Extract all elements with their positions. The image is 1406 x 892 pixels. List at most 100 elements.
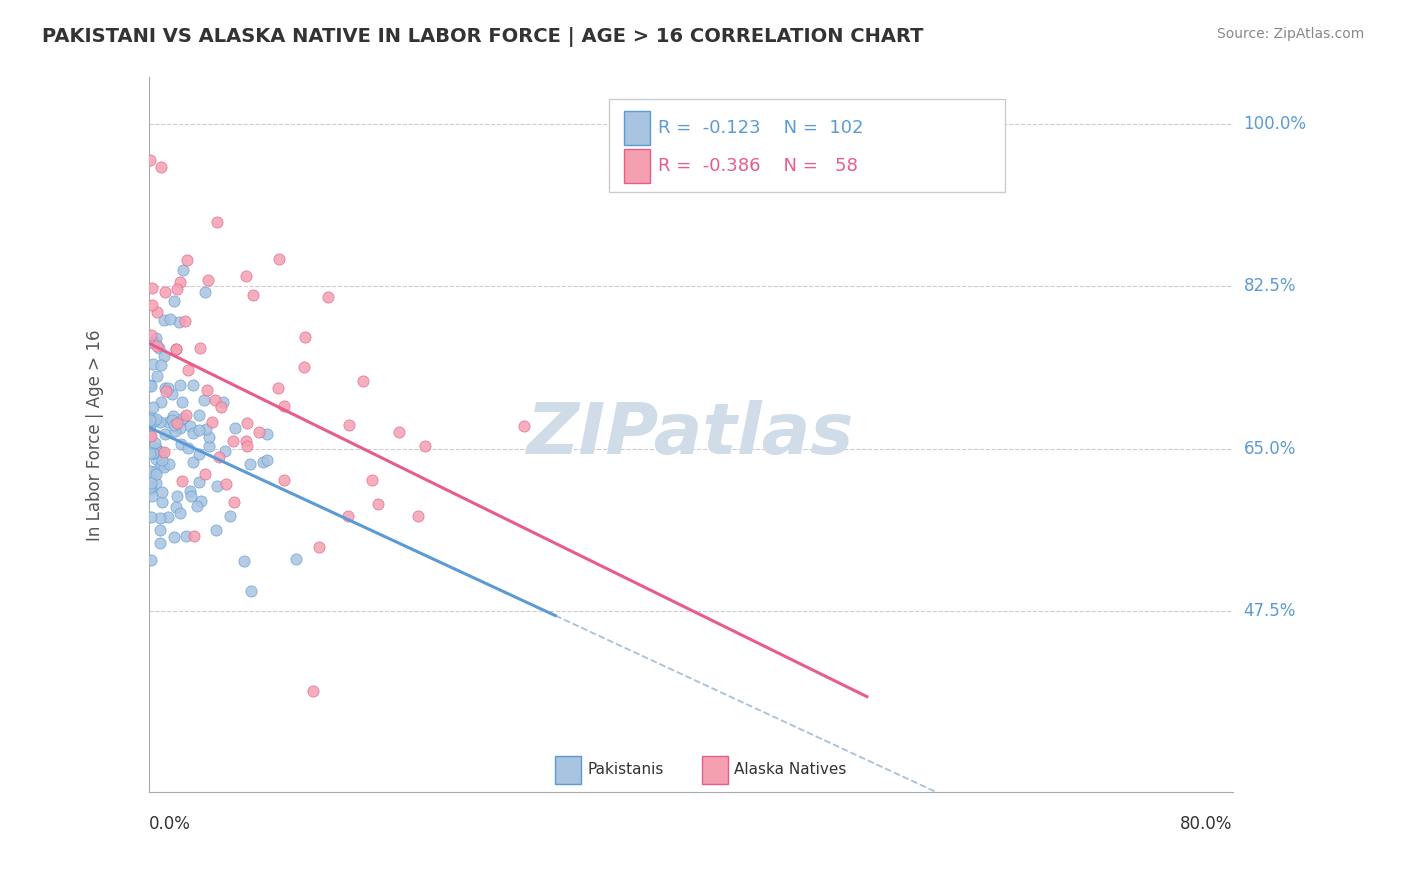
Text: 47.5%: 47.5% <box>1243 602 1296 620</box>
Point <box>232 554 254 568</box>
Text: 82.5%: 82.5% <box>1243 277 1296 295</box>
Point <box>146 305 169 319</box>
Point <box>195 421 218 435</box>
Text: 80.0%: 80.0% <box>1181 815 1233 833</box>
Point <box>190 494 212 508</box>
FancyBboxPatch shape <box>609 99 1005 192</box>
Point <box>145 442 167 456</box>
Text: PAKISTANI VS ALASKA NATIVE IN LABOR FORCE | AGE > 16 CORRELATION CHART: PAKISTANI VS ALASKA NATIVE IN LABOR FORC… <box>42 27 924 46</box>
Point <box>247 425 270 439</box>
Point <box>194 285 217 299</box>
Point <box>201 415 224 429</box>
Point <box>284 552 307 566</box>
Point <box>150 394 173 409</box>
Point <box>219 508 242 523</box>
Point <box>139 464 162 478</box>
Point <box>294 330 316 344</box>
Point <box>174 529 197 543</box>
Point <box>165 342 187 356</box>
Point <box>214 444 236 458</box>
Point <box>176 408 198 422</box>
Point <box>181 425 204 440</box>
Point <box>152 349 174 363</box>
Point <box>156 415 179 429</box>
Point <box>208 450 231 465</box>
Point <box>143 464 166 478</box>
Point <box>157 457 180 471</box>
Point <box>167 315 190 329</box>
Point <box>193 392 215 407</box>
Text: Pakistanis: Pakistanis <box>588 763 664 778</box>
Point <box>163 417 186 432</box>
Point <box>242 287 264 301</box>
Point <box>169 378 191 392</box>
Point <box>145 452 167 467</box>
Point <box>152 495 174 509</box>
Point <box>236 439 259 453</box>
Point <box>252 455 274 469</box>
Point <box>316 290 339 304</box>
Point <box>169 506 191 520</box>
Point <box>143 435 166 450</box>
Text: Source: ZipAtlas.com: Source: ZipAtlas.com <box>1216 27 1364 41</box>
Point <box>139 428 162 442</box>
Point <box>197 273 219 287</box>
Point <box>209 401 232 415</box>
Text: R =  -0.123    N =  102: R = -0.123 N = 102 <box>658 120 863 137</box>
Point <box>256 453 278 467</box>
Point <box>141 298 163 312</box>
Point <box>388 425 411 440</box>
Point <box>235 434 257 448</box>
Point <box>337 418 360 433</box>
Point <box>150 444 173 458</box>
Point <box>352 374 374 388</box>
Point <box>256 426 278 441</box>
Point <box>179 483 201 498</box>
FancyBboxPatch shape <box>555 756 581 783</box>
Point <box>194 467 217 482</box>
Point <box>215 477 238 491</box>
Point <box>153 445 176 459</box>
Point <box>211 395 233 409</box>
Point <box>150 358 173 372</box>
Point <box>141 509 163 524</box>
Point <box>139 446 162 460</box>
Point <box>224 421 246 435</box>
Point <box>153 312 176 326</box>
Point <box>207 214 229 228</box>
Point <box>170 395 193 409</box>
FancyBboxPatch shape <box>623 111 650 145</box>
Point <box>139 429 162 443</box>
Point <box>205 479 228 493</box>
Point <box>141 489 163 503</box>
Text: 65.0%: 65.0% <box>1243 440 1296 458</box>
Point <box>174 314 197 328</box>
Point <box>169 420 191 434</box>
Point <box>148 511 170 525</box>
Point <box>149 535 172 549</box>
Point <box>155 384 177 399</box>
Point <box>267 252 290 267</box>
Point <box>139 482 162 496</box>
Point <box>150 160 173 174</box>
Point <box>361 473 384 487</box>
Point <box>165 424 187 438</box>
Point <box>156 381 179 395</box>
Point <box>139 379 162 393</box>
Point <box>236 416 259 430</box>
Point <box>143 335 166 350</box>
Point <box>145 467 167 482</box>
Point <box>142 400 165 414</box>
Point <box>163 530 186 544</box>
Point <box>149 524 172 538</box>
Point <box>172 474 194 488</box>
Point <box>160 386 183 401</box>
Point <box>187 409 209 423</box>
Text: Alaska Natives: Alaska Natives <box>734 763 846 778</box>
Point <box>146 339 169 353</box>
Point <box>157 509 180 524</box>
Point <box>195 383 218 397</box>
Point <box>308 540 330 554</box>
Point <box>141 475 163 490</box>
Point <box>336 509 359 524</box>
